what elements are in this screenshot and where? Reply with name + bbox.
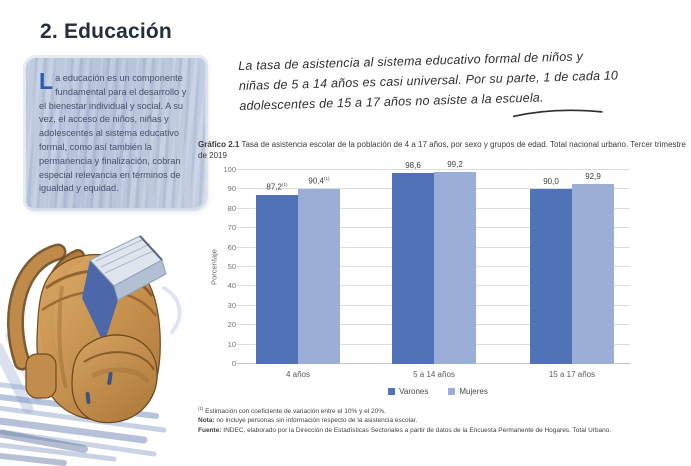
y-tick-label: 0: [231, 359, 236, 368]
footnote-fuente: Fuente: INDEC, elaborado por la Direcció…: [198, 426, 612, 434]
bar-value-label: 87,2(1): [266, 182, 288, 192]
zipper-pull: [85, 392, 91, 404]
footnote-nota: Nota: no incluye personas sin informació…: [198, 417, 418, 425]
plot-area: Porcentaje 0 10 20 30 40 50 60 70 80 90 100 87,2(1)…: [210, 160, 630, 379]
bar-varones-0: [256, 194, 298, 364]
x-tick-label: 5 a 14 años: [413, 370, 455, 379]
x-tick-label: 4 años: [285, 370, 311, 379]
legend-item-varones: Varones: [388, 387, 428, 396]
bar-value-label: 98,6: [405, 160, 421, 170]
side-pocket: [25, 353, 57, 399]
page-title: 2. Educación: [40, 20, 172, 43]
chart-caption-number: Gráfico 2.1: [198, 140, 240, 149]
y-tick-label: 70: [227, 223, 236, 233]
y-tick-label: 50: [227, 262, 236, 271]
chart-footnotes: (1) Estimación con coeficiente de variac…: [198, 406, 690, 435]
chart-caption-text: Tasa de asistencia escolar de la poblaci…: [198, 140, 686, 160]
chart-block: Gráfico 2.1 Tasa de asistencia escolar d…: [198, 140, 690, 434]
gridline: [237, 169, 630, 170]
backpack-illustration: [0, 235, 182, 466]
bar-value-label: 90,0: [543, 177, 559, 187]
handwritten-annotation: La tasa de asistencia al sistema educati…: [238, 44, 660, 118]
bar-value-label: 92,9: [585, 171, 601, 181]
legend-label: Varones: [399, 387, 429, 396]
legend-item-mujeres: Mujeres: [448, 387, 488, 396]
footnote-estimation: (1) Estimación con coeficiente de variac…: [198, 406, 386, 416]
dropcap: L: [39, 68, 54, 94]
y-tick-label: 10: [227, 339, 236, 349]
y-tick-label: 40: [227, 281, 236, 291]
bar-value-label: 90,4(1): [308, 175, 330, 186]
bar-varones-1: [392, 172, 434, 364]
intro-text: a educación es un componente fundamental…: [39, 73, 187, 194]
x-tick-label: 15 a 17 años: [548, 370, 596, 379]
bar-mujeres-0: [298, 188, 340, 364]
legend-swatch-icon: [388, 388, 396, 395]
y-tick-label: 30: [227, 300, 236, 310]
bar-mujeres-2: [572, 183, 614, 364]
y-tick-label: 80: [227, 203, 236, 213]
chart-caption: Gráfico 2.1 Tasa de asistencia escolar d…: [198, 140, 688, 162]
handwritten-underline: [512, 109, 603, 118]
legend-label: Mujeres: [459, 387, 488, 396]
y-tick-label: 20: [227, 320, 236, 330]
y-tick-label: 60: [227, 242, 236, 252]
zipper-pull: [107, 372, 113, 385]
y-tick-label: 100: [223, 165, 236, 174]
book: [82, 235, 167, 344]
y-tick-label: 90: [227, 184, 236, 194]
chart-legend: Varones Mujeres: [246, 387, 630, 396]
bar-varones-2: [530, 189, 572, 364]
bar-value-label: 99,2: [447, 159, 463, 169]
legend-swatch-icon: [448, 388, 456, 395]
bar-mujeres-1: [434, 171, 476, 364]
